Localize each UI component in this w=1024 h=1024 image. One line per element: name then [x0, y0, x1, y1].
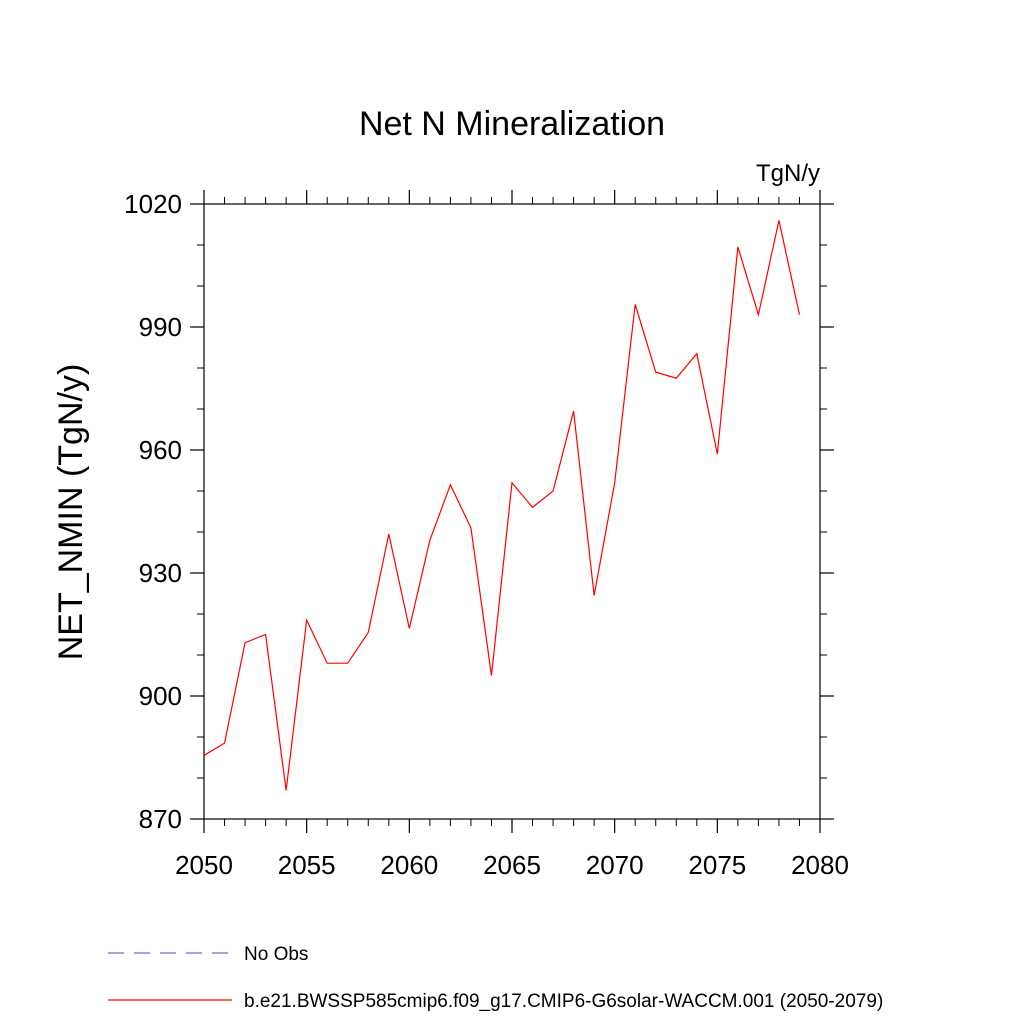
legend-label-model: b.e21.BWSSP585cmip6.f09_g17.CMIP6-G6sola… — [244, 991, 883, 1012]
minor-ticks — [197, 197, 827, 826]
data-point — [387, 533, 390, 536]
x-tick-label: 2060 — [380, 850, 438, 880]
data-point — [223, 742, 226, 745]
y-axis-label: NET_NMIN (TgN/y) — [52, 364, 90, 661]
data-point — [531, 506, 534, 509]
data-point — [326, 662, 329, 665]
data-point — [654, 371, 657, 374]
x-tick-labels: 2050 2055 2060 2065 2070 2075 2080 — [175, 850, 849, 880]
x-tick-label: 2075 — [688, 850, 746, 880]
chart-title: Net N Mineralization — [359, 105, 665, 143]
data-points — [203, 219, 801, 792]
data-point — [777, 219, 780, 222]
y-tick-label: 930 — [139, 558, 182, 588]
y-tick-label: 900 — [139, 681, 182, 711]
data-point — [449, 483, 452, 486]
data-point — [285, 789, 288, 792]
data-point — [675, 377, 678, 380]
y-tick-labels: 870 900 930 960 990 1020 — [124, 189, 182, 834]
data-point — [490, 674, 493, 677]
data-point — [511, 481, 514, 484]
legend: No Obs b.e21.BWSSP585cmip6.f09_g17.CMIP6… — [108, 944, 883, 1012]
y-tick-label: 990 — [139, 312, 182, 342]
data-series-line — [203, 220, 801, 791]
major-ticks — [190, 190, 834, 833]
data-point — [757, 313, 760, 316]
data-point — [346, 662, 349, 665]
data-point — [572, 410, 575, 413]
x-tick-label: 2055 — [278, 850, 336, 880]
data-point — [613, 481, 616, 484]
data-point — [798, 313, 801, 316]
data-point — [716, 453, 719, 456]
data-point — [264, 633, 267, 636]
data-point — [736, 246, 739, 249]
data-point — [408, 627, 411, 630]
data-point — [469, 526, 472, 529]
x-tick-label: 2080 — [791, 850, 849, 880]
data-point — [552, 490, 555, 493]
x-tick-label: 2050 — [175, 850, 233, 880]
y-tick-label: 1020 — [124, 189, 182, 219]
data-point — [367, 631, 370, 634]
data-point — [428, 539, 431, 542]
legend-label-no-obs: No Obs — [244, 944, 308, 965]
data-point — [203, 754, 206, 757]
data-point — [593, 594, 596, 597]
data-point — [695, 352, 698, 355]
units-label: TgN/y — [756, 160, 820, 187]
y-tick-label: 870 — [139, 804, 182, 834]
plot-frame — [203, 203, 821, 820]
data-point — [244, 641, 247, 644]
x-tick-label: 2070 — [586, 850, 644, 880]
data-point — [634, 303, 637, 306]
data-point — [305, 619, 308, 622]
x-tick-label: 2065 — [483, 850, 541, 880]
y-tick-label: 960 — [139, 435, 182, 465]
